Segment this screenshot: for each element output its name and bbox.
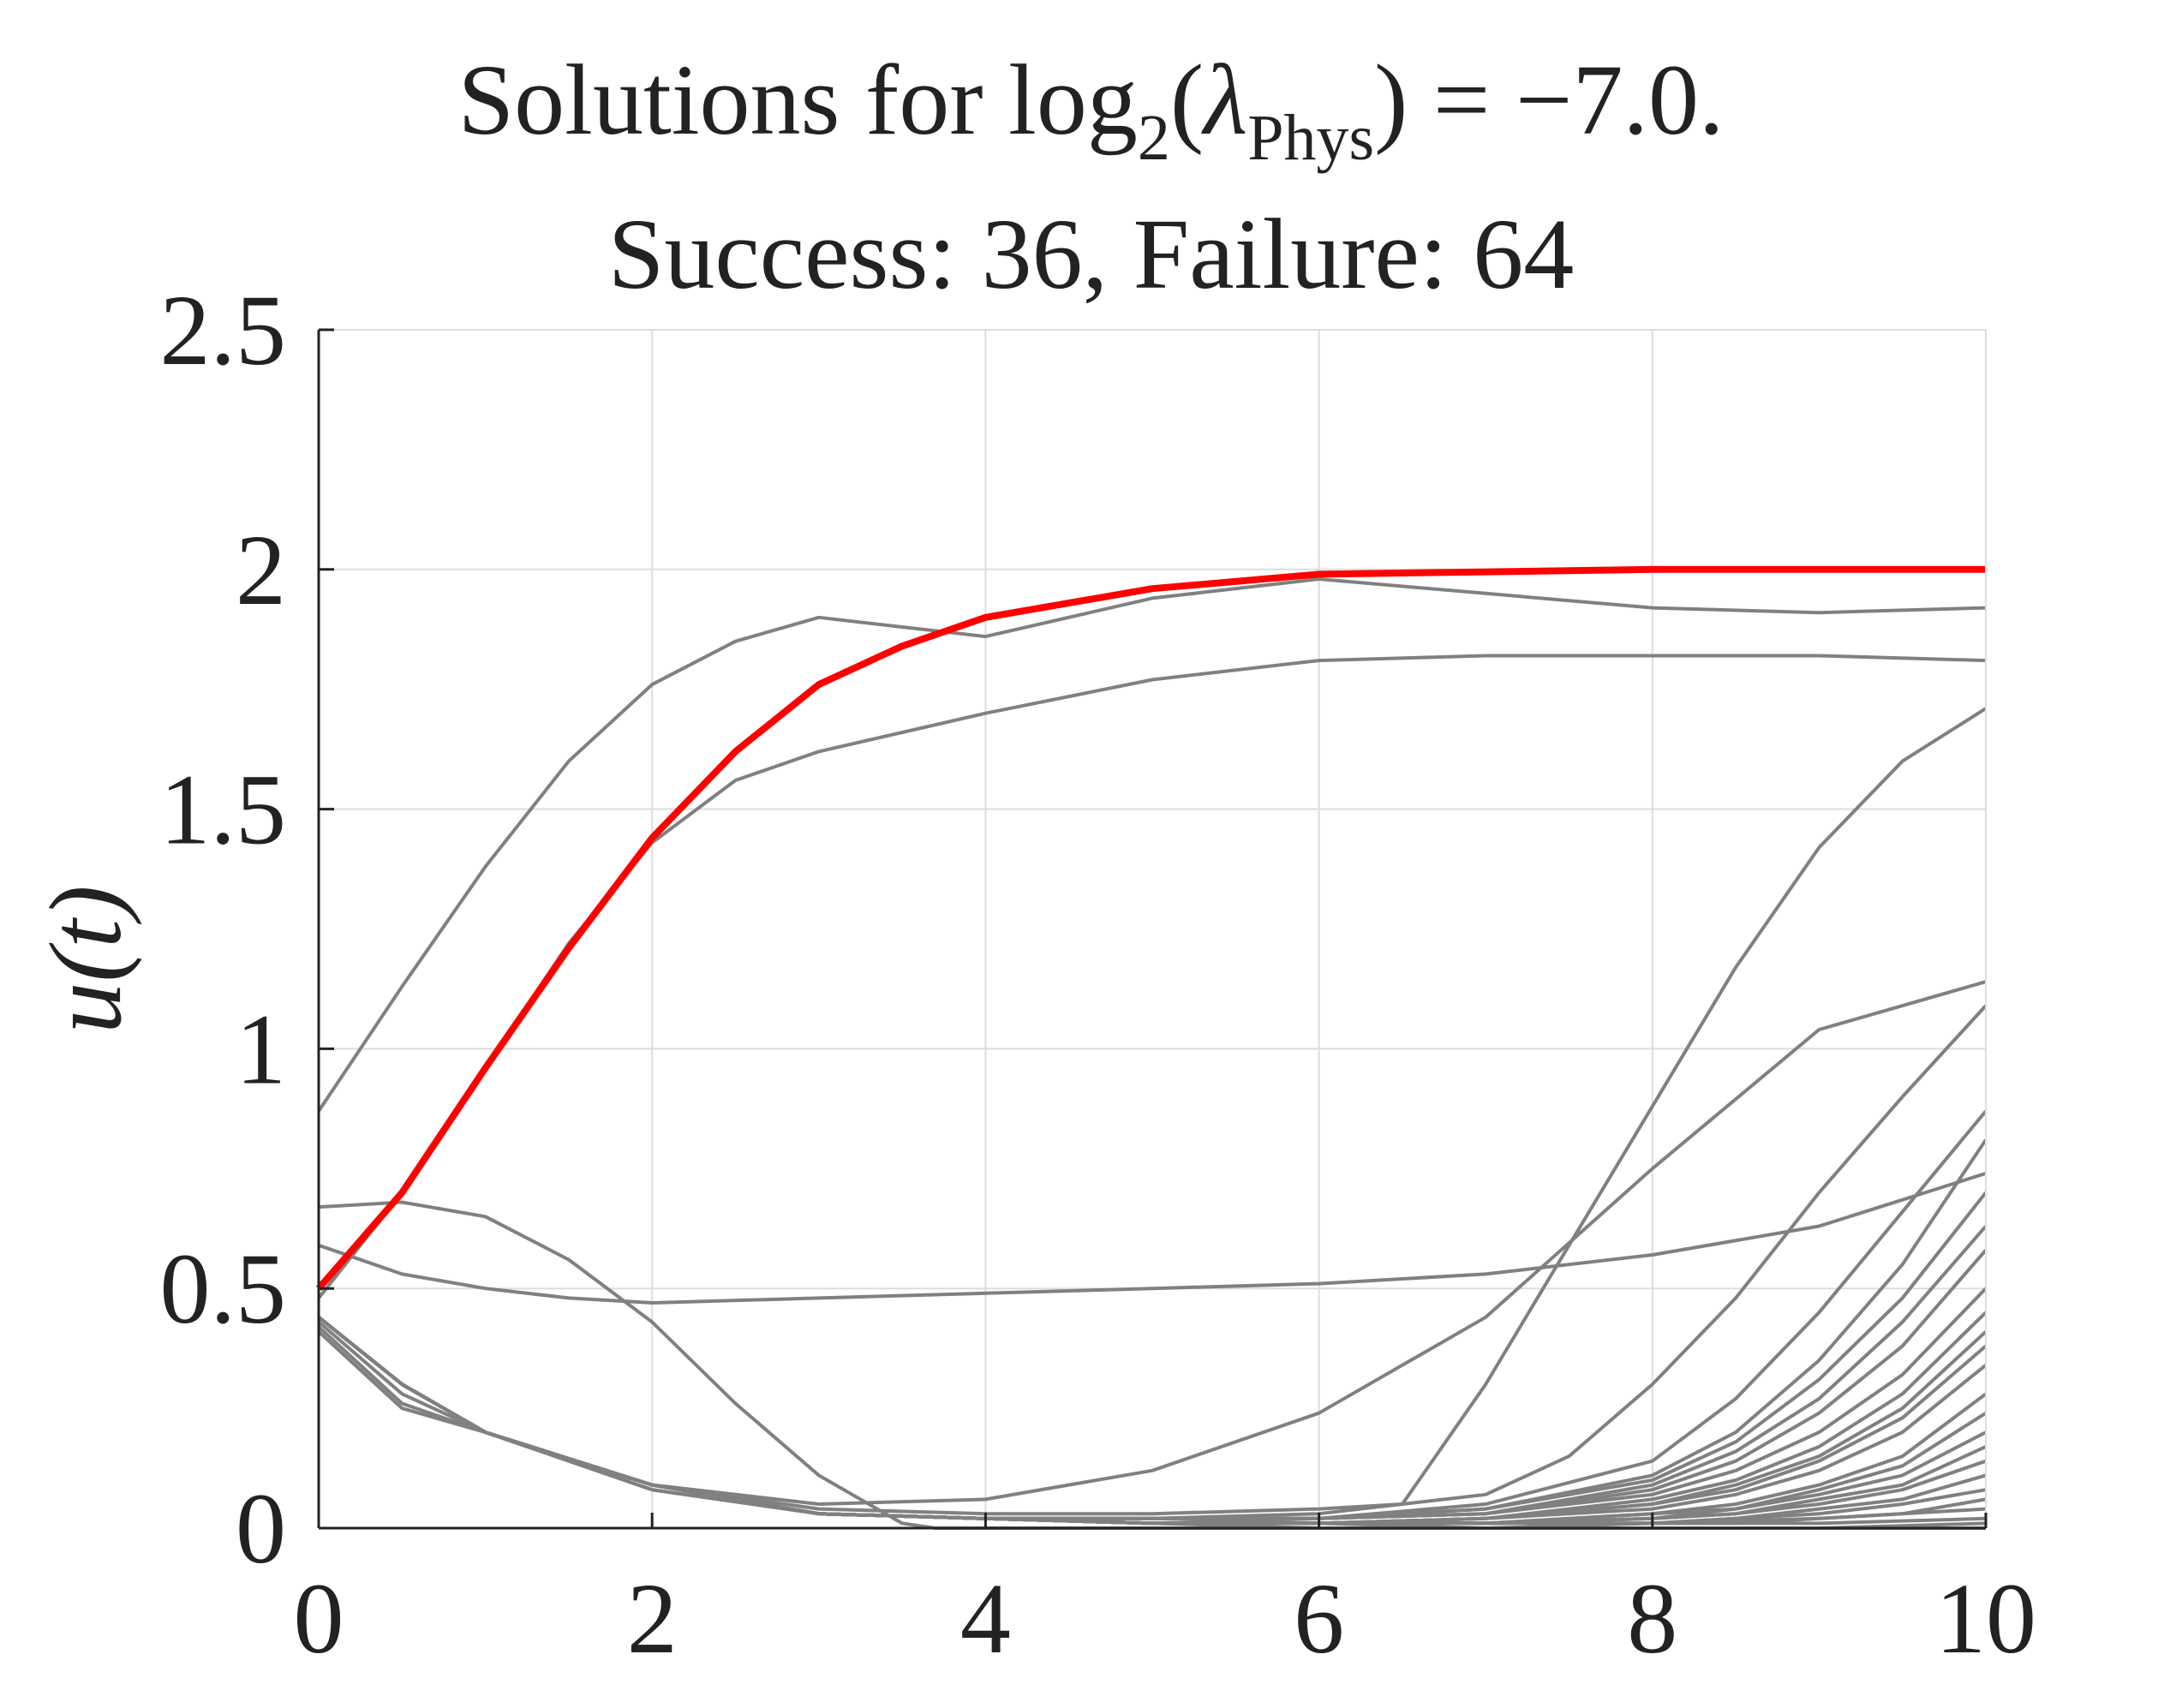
- solution-line-3: [318, 1171, 1987, 1305]
- y-tick-label-2: 1: [236, 993, 286, 1105]
- y-tick-labels: 0 0.5 1 1.5 2 2.5: [160, 274, 287, 1585]
- solution-line-17: [317, 1316, 1988, 1526]
- solution-line-22: [317, 1316, 1987, 1526]
- solution-line-2: [317, 654, 1987, 1299]
- title-open-paren: (: [1169, 44, 1205, 156]
- reference-solution-line: [315, 565, 1986, 1291]
- x-tick-label-4: 8: [1627, 1562, 1677, 1675]
- solution-line-6: [317, 707, 1988, 1516]
- x-tick-labels: 0 2 4 6 8 10: [294, 1562, 2037, 1675]
- axes: [317, 328, 1988, 1530]
- grid: [319, 329, 1987, 1528]
- y-tick-label-5: 2.5: [160, 274, 287, 386]
- chart-subtitle: Success: 36, Failure: 64: [607, 198, 1575, 310]
- chart-title: Solutions for log2(λPhys) = −7.0.: [0, 50, 2182, 171]
- solution-line-27: [317, 1316, 1987, 1530]
- title-log-base: 2: [1137, 102, 1170, 174]
- solution-line-20: [317, 1316, 1987, 1526]
- reference-line: [315, 565, 1986, 1291]
- y-tick-label-4: 2: [236, 514, 286, 626]
- title-value: ) = −7.0.: [1374, 44, 1725, 156]
- solution-line-14: [317, 1311, 1988, 1526]
- y-axis-label: u(t): [28, 885, 142, 1033]
- x-tick-label-3: 6: [1294, 1562, 1344, 1675]
- solution-line-24: [317, 1316, 1987, 1526]
- title-lambda: λ: [1204, 44, 1248, 156]
- solution-line-19: [317, 1316, 1988, 1526]
- y-tick-label-3: 1.5: [160, 754, 287, 866]
- solution-line-25: [317, 1316, 1987, 1526]
- solution-line-12: [317, 1249, 1988, 1526]
- x-tick-label-0: 0: [294, 1562, 344, 1675]
- solution-line-11: [317, 1225, 1988, 1520]
- x-tick-label-2: 4: [960, 1562, 1011, 1675]
- solution-line-15: [317, 1316, 1988, 1526]
- solution-line-16: [317, 1316, 1988, 1526]
- x-tick-label-1: 2: [627, 1562, 678, 1675]
- title-prefix: Solutions for: [457, 44, 1009, 156]
- solution-line-21: [317, 1316, 1987, 1526]
- solution-line-26: [317, 1316, 1987, 1526]
- title-log: log: [1008, 44, 1138, 156]
- y-tick-label-0: 0: [236, 1472, 286, 1585]
- solution-line-28: [317, 1316, 1987, 1530]
- title-lambda-subscript: Phys: [1247, 102, 1375, 174]
- solution-lines: [317, 577, 1988, 1530]
- solution-line-1: [317, 577, 1987, 1113]
- solution-line-5: [317, 980, 1987, 1506]
- x-tick-label-5: 10: [1935, 1562, 2036, 1675]
- y-tick-label-1: 0.5: [160, 1233, 287, 1345]
- solution-line-18: [317, 1316, 1988, 1526]
- solution-line-23: [317, 1316, 1987, 1526]
